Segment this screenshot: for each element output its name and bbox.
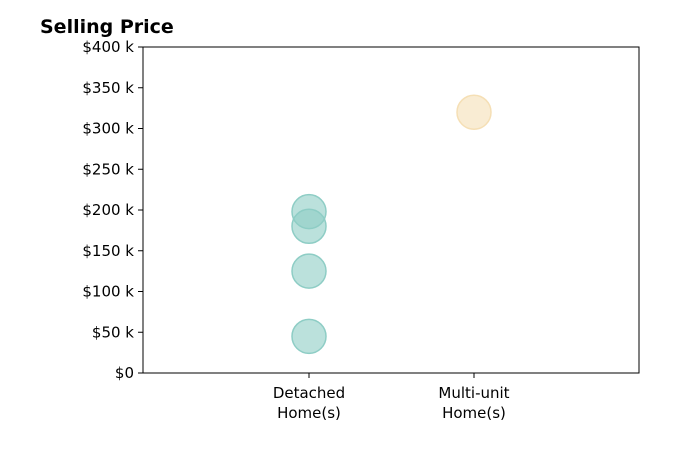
y-tick-label: $300 k <box>82 120 134 138</box>
y-tick-label: $250 k <box>82 160 134 178</box>
chart-title: Selling Price <box>40 16 174 38</box>
y-tick-label: $200 k <box>82 201 134 219</box>
data-point <box>456 94 492 130</box>
plot-area-frame <box>142 46 640 374</box>
data-points <box>291 94 492 355</box>
data-point <box>291 253 327 289</box>
data-point <box>291 193 327 230</box>
y-tick-label: $50 k <box>92 323 134 341</box>
y-tick-label: $100 k <box>82 283 134 301</box>
x-tick-label: Detached Home(s) <box>273 384 345 422</box>
y-tick-label: $150 k <box>82 242 134 260</box>
x-axis: Detached Home(s) Multi-unit Home(s) <box>273 373 510 422</box>
y-tick-label: $400 k <box>82 38 134 56</box>
y-axis: $0 $50 k $100 k $150 k $200 k $250 k $300 k $35… <box>82 38 143 382</box>
y-tick-label: $350 k <box>82 79 134 97</box>
data-point <box>291 318 327 355</box>
x-tick-label: Multi-unit Home(s) <box>438 384 509 422</box>
y-tick-label: $0 <box>115 364 134 382</box>
